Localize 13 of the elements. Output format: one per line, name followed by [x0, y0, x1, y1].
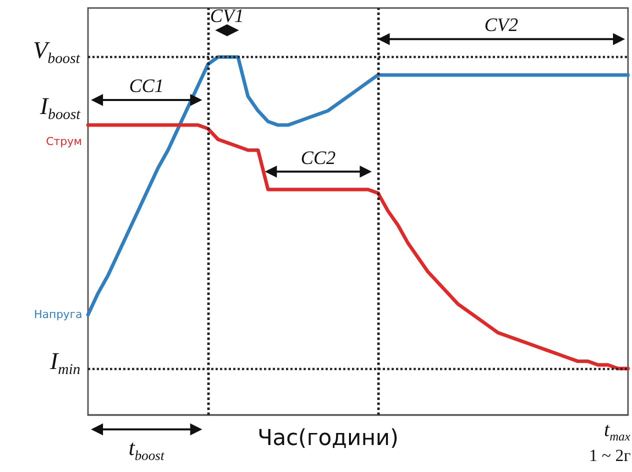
annotation: CC1: [129, 76, 164, 97]
ref-line-label: V$_{boost}$: [33, 38, 80, 68]
series-label: Струм: [46, 134, 82, 148]
text: CV2: [484, 15, 518, 36]
ref-line-label: I$_{min}$: [50, 349, 80, 379]
text: t$_{boost}$: [128, 435, 164, 464]
text: I$_{boost}$: [40, 94, 80, 124]
annotation: CC2: [300, 148, 336, 169]
text: 1 ~ 2г: [589, 446, 631, 465]
series-label: Напруга: [34, 308, 82, 322]
text: t$_{max}$: [604, 419, 630, 444]
x-axis-title: Час(години): [258, 426, 399, 451]
text: CV1: [210, 6, 244, 28]
